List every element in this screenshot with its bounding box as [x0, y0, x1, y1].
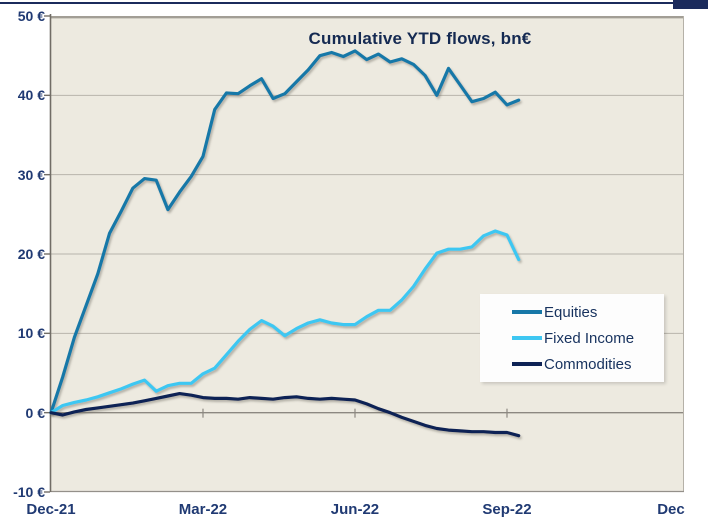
equities-line-swatch	[512, 310, 542, 314]
commodities-line	[49, 392, 521, 438]
chart-title: Cumulative YTD flows, bn€	[308, 29, 532, 48]
y-axis-label: 10 €	[17, 325, 45, 342]
gridlines	[50, 94, 684, 414]
y-axis-label: 50 €	[17, 8, 45, 24]
legend-label-equities: Equities	[544, 303, 598, 321]
x-axis-label: Dec-21	[26, 501, 76, 518]
fixed-income-line-swatch	[512, 336, 542, 340]
fixed-income-line	[49, 229, 521, 415]
legend-item-fixed-income: Fixed Income	[512, 325, 664, 351]
y-axis-label: 30 €	[17, 166, 45, 183]
axis-ticks	[44, 15, 508, 493]
y-axis-label: 40 €	[17, 87, 45, 104]
y-axis-label: 20 €	[17, 246, 45, 262]
equities-line	[49, 49, 521, 415]
top-accent-block	[673, 0, 708, 9]
x-axis-label: Mar-22	[178, 501, 228, 518]
y-axis-label: -10 €	[13, 484, 45, 500]
commodities-line-swatch	[512, 362, 542, 366]
x-axis-label: Jun-22	[330, 501, 380, 518]
x-axis-label: Sep-22	[482, 501, 532, 518]
legend-item-equities: Equities	[512, 299, 664, 325]
y-axis-label: 0 €	[25, 404, 45, 421]
top-accent-line	[0, 2, 673, 4]
legend-label-fixed-income: Fixed Income	[544, 329, 635, 347]
legend-item-commodities: Commodities	[512, 351, 664, 377]
legend-label-commodities: Commodities	[544, 355, 632, 373]
x-axis-label: Dec	[657, 501, 685, 518]
legend: Equities Fixed Income Commodities	[480, 294, 664, 382]
